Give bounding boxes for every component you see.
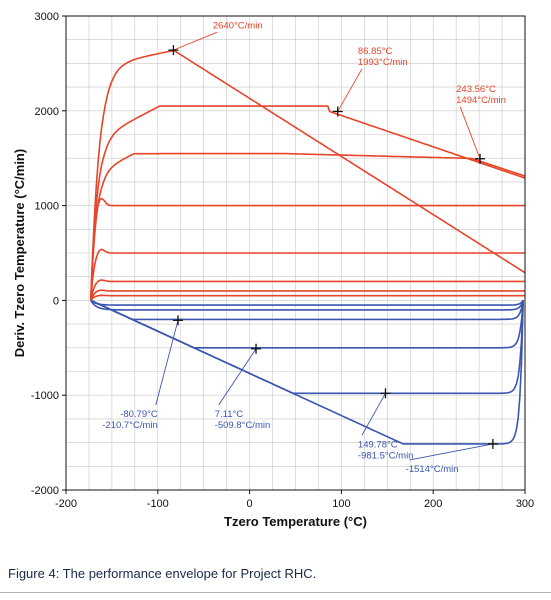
annotation-leader (361, 393, 386, 436)
heating-curve (90, 294, 525, 301)
y-tick-label: -1000 (31, 390, 59, 402)
annotation-text: 149.78°C (358, 439, 398, 450)
cooling-curve (90, 299, 524, 306)
annotation-text: 1494°C/min (456, 95, 506, 106)
figure-caption: Figure 4: The performance envelope for P… (8, 566, 317, 581)
annotation-leader (337, 68, 363, 112)
annotation-text: -981.5°C/min (358, 450, 414, 461)
y-tick-label: 3000 (35, 11, 59, 23)
y-axis-title: Deriv. Tzero Temperature (°C/min) (12, 149, 27, 357)
x-tick-label: 100 (332, 498, 350, 510)
plot-frame (65, 15, 526, 491)
chart: -200 -100 0 100 200 300-2000-1000010002000300… (12, 11, 534, 529)
x-tick-label: -200 (55, 498, 77, 510)
y-tick-label: 2000 (35, 106, 59, 118)
annotation-text: 7.11°C (215, 409, 244, 420)
heating-curves (90, 49, 525, 301)
annotation-text: -509.8°C/min (215, 420, 271, 431)
annotation-text: -80.79°C (120, 409, 158, 420)
heating-curve (90, 105, 525, 301)
caption-divider (0, 592, 551, 593)
x-tick-label: 0 (247, 498, 253, 510)
annotation-leader (459, 106, 481, 159)
annotation-leader (409, 443, 493, 461)
heating-curve (90, 248, 525, 301)
cooling-curve (90, 299, 524, 321)
annotation-text: 1993°C/min (358, 57, 408, 68)
heating-curve (90, 279, 525, 301)
y-tick-label: -2000 (31, 485, 59, 497)
cooling-curve (90, 299, 524, 311)
annotation-text: 86.85°C (358, 46, 393, 57)
y-tick-label: 0 (53, 295, 59, 307)
heating-curve (90, 152, 525, 301)
annotation-leader (155, 320, 179, 406)
annotation-text: 2640°C/min (213, 20, 263, 31)
x-tick-label: 200 (424, 498, 442, 510)
x-tick-label: -100 (147, 498, 169, 510)
heating-curve (90, 197, 525, 300)
annotation-text: 243.56°C (456, 84, 496, 95)
annotation-text: -1514°C/min (406, 464, 459, 475)
annotation-text: -210.7°C/min (102, 420, 158, 431)
y-tick-label: 1000 (35, 201, 59, 213)
annotation-leader (173, 31, 218, 51)
heating-curve (90, 289, 525, 301)
heating-curve (90, 49, 525, 301)
x-tick-label: 300 (516, 498, 534, 510)
x-axis-title: Tzero Temperature (°C) (224, 514, 367, 529)
cooling-curves (90, 299, 524, 445)
annotation-leader (218, 348, 257, 406)
cooling-curve (90, 299, 524, 445)
